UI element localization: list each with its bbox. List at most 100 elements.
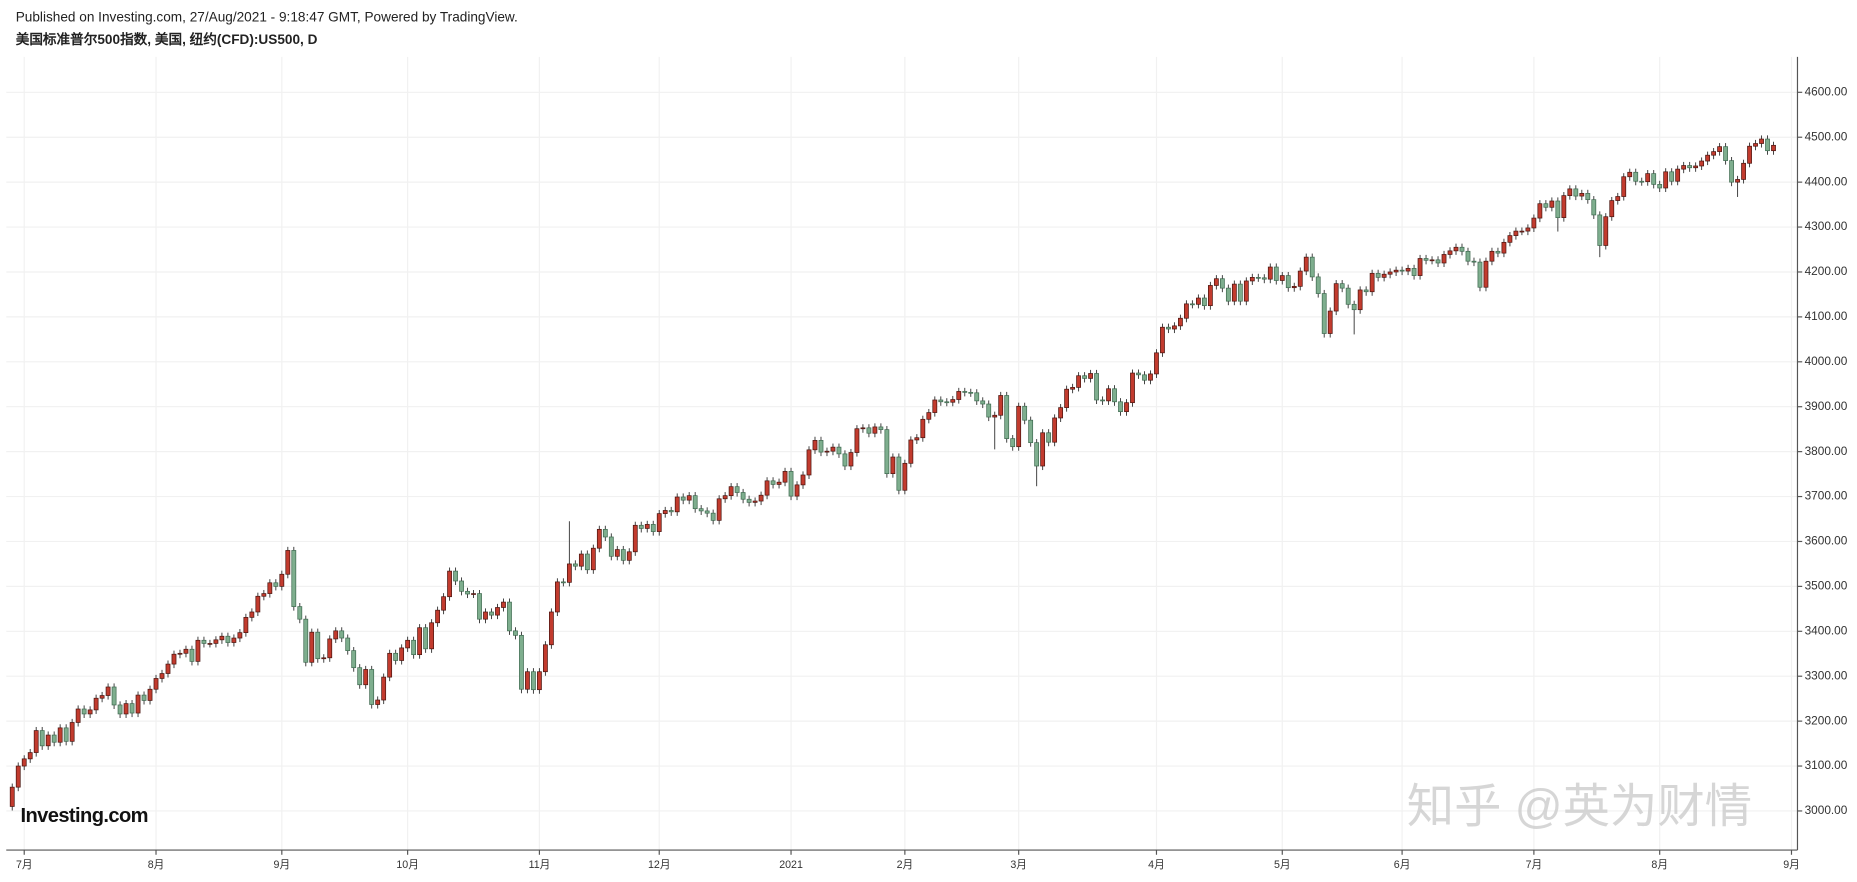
candle-body — [1046, 432, 1052, 443]
candle-body — [920, 418, 926, 439]
candle-body — [1591, 199, 1597, 216]
candle-body — [1537, 203, 1543, 219]
candle-body — [602, 528, 608, 538]
candle-body — [1381, 273, 1387, 278]
candle-body — [1639, 180, 1645, 183]
candle-body — [1645, 173, 1651, 183]
candle-body — [668, 510, 674, 513]
candle-body — [435, 609, 440, 624]
candle-body — [956, 391, 962, 400]
candle-body — [93, 697, 99, 711]
source-line: Published on Investing.com, 27/Aug/2021 … — [16, 9, 518, 24]
candle-body — [1669, 171, 1675, 182]
candle-body — [1255, 277, 1261, 279]
candle-body — [1309, 256, 1315, 278]
candle-body — [1489, 250, 1495, 262]
candle-body — [1471, 260, 1477, 263]
candle-body — [1585, 193, 1591, 201]
candle-body — [1555, 200, 1561, 218]
candle-body — [243, 617, 249, 633]
candle-body — [1717, 146, 1722, 152]
candle-body — [584, 553, 590, 571]
candle-body — [1609, 200, 1615, 218]
candle-body — [716, 498, 722, 521]
candle-body — [638, 524, 644, 529]
candle-body — [363, 669, 369, 686]
candle-body — [752, 500, 758, 503]
candle-body — [1303, 256, 1309, 272]
candle-body — [75, 708, 81, 723]
candle-body — [896, 456, 902, 491]
candle-body — [501, 601, 506, 608]
candle-body — [1273, 266, 1279, 281]
candle-body — [950, 399, 956, 403]
y-tick-label: 3500.00 — [1805, 579, 1848, 593]
candle-body — [297, 606, 303, 620]
candle-body — [1753, 143, 1758, 147]
candle-body — [1249, 277, 1255, 282]
y-tick-label: 3400.00 — [1805, 623, 1848, 637]
candle-body — [1705, 154, 1711, 162]
candle-body — [1082, 375, 1087, 379]
candles — [9, 135, 1776, 811]
candle-body — [1100, 399, 1105, 402]
x-tick-label: 8月 — [1651, 859, 1668, 871]
candle-body — [1675, 168, 1681, 182]
candle-body — [1543, 203, 1549, 208]
candle-body — [495, 607, 500, 616]
candle-body — [1453, 246, 1459, 252]
x-tick-label: 2月 — [897, 859, 914, 871]
candle-body — [519, 634, 524, 690]
candle-body — [704, 510, 710, 514]
x-tick-label: 7月 — [1526, 859, 1543, 871]
candle-body — [782, 471, 788, 483]
candle-body — [537, 671, 542, 691]
candle-body — [1759, 138, 1764, 144]
candle-body — [1411, 268, 1417, 276]
y-tick-label: 4100.00 — [1805, 309, 1848, 323]
candle-body — [81, 708, 87, 715]
candle-body — [1028, 419, 1034, 444]
candle-body — [1106, 388, 1111, 402]
candle-body — [1351, 303, 1357, 311]
candle-body — [69, 722, 75, 742]
candle-body — [1399, 269, 1405, 272]
candle-body — [21, 758, 27, 767]
candle-body — [171, 653, 177, 665]
candle-body — [315, 631, 321, 660]
candle-body — [1657, 184, 1663, 189]
candle-body — [1651, 173, 1657, 185]
candle-body — [453, 570, 458, 582]
candle-body — [219, 635, 225, 641]
candle-body — [447, 570, 452, 598]
candle-body — [1231, 283, 1237, 302]
candle-body — [596, 528, 602, 549]
chart-title: 美国标准普尔500指数, 美国, 纽约(CFD):US500, D — [16, 31, 318, 47]
candle-body — [393, 652, 399, 661]
candle-body — [764, 480, 770, 496]
candle-body — [267, 582, 273, 594]
candle-body — [1261, 277, 1267, 280]
candle-body — [1010, 438, 1016, 448]
candle-body — [1699, 160, 1705, 167]
candle-body — [321, 657, 327, 660]
candle-body — [1525, 227, 1531, 232]
candle-body — [465, 590, 470, 595]
candle-body — [1357, 289, 1363, 311]
y-tick-label: 3800.00 — [1805, 444, 1848, 458]
candle-body — [1315, 276, 1321, 294]
candle-body — [375, 699, 381, 705]
candle-body — [788, 471, 794, 497]
candle-body — [902, 462, 908, 491]
y-tick-label: 4600.00 — [1805, 84, 1848, 98]
candle-body — [842, 453, 848, 467]
candle-body — [99, 695, 105, 699]
candle-body — [327, 638, 333, 659]
x-tick-label: 6月 — [1394, 859, 1411, 871]
candle-body — [1447, 250, 1453, 255]
candle-body — [1417, 258, 1423, 276]
candle-body — [1681, 165, 1687, 170]
candle-body — [1237, 283, 1243, 302]
candle-body — [1531, 217, 1537, 229]
